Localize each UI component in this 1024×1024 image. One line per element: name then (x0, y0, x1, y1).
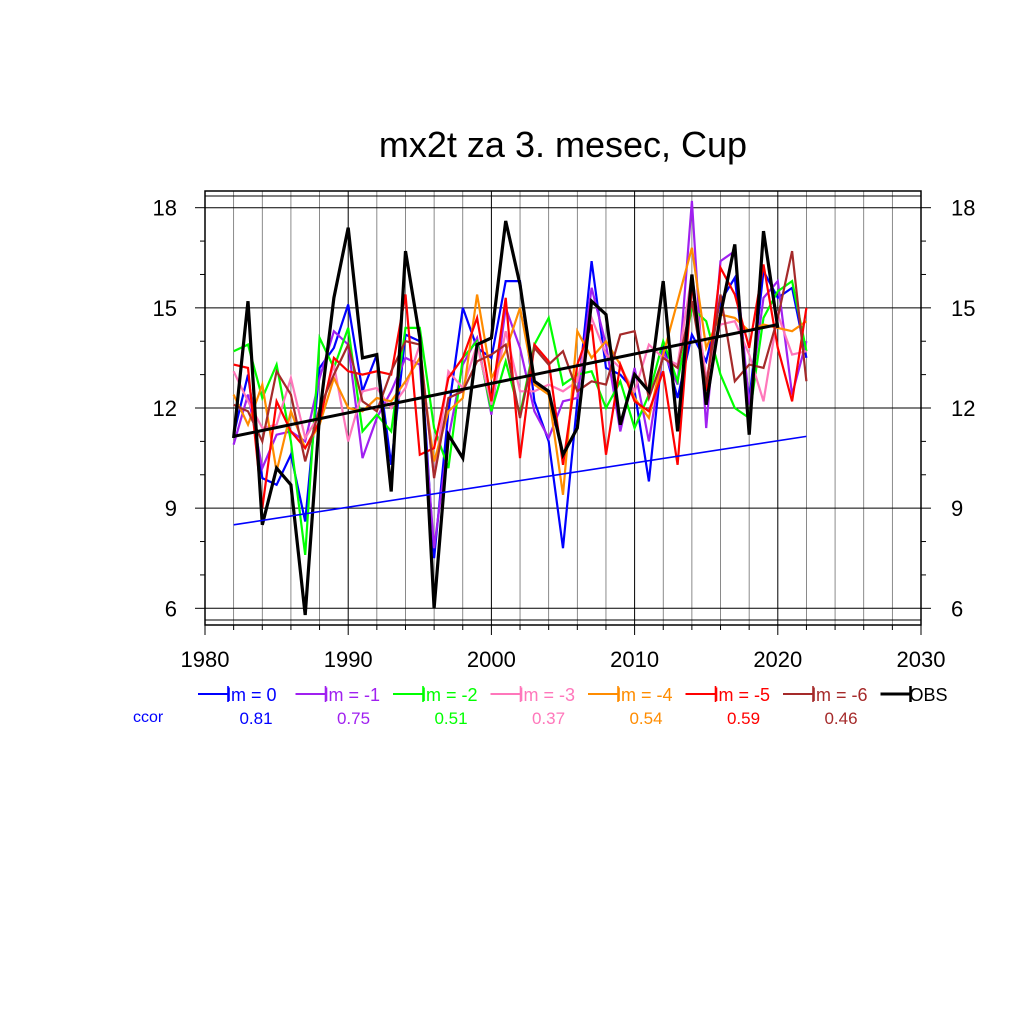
legend-label-lm-1: lm = -1 (325, 685, 381, 705)
legend-ccor-lm-2: 0.51 (434, 709, 467, 728)
x-tick-label: 2030 (897, 647, 946, 672)
x-tick-label: 1980 (181, 647, 230, 672)
y-tick-label-right: 9 (951, 496, 963, 521)
trend-lines (233, 323, 807, 526)
y-tick-label-left: 9 (165, 496, 177, 521)
trend-line-1 (233, 323, 779, 438)
y-tick-label-left: 6 (165, 596, 177, 621)
legend-label-lm-5: lm = -5 (715, 685, 771, 705)
y-tick-label-right: 12 (951, 396, 975, 421)
x-tick-label: 1990 (324, 647, 373, 672)
legend: ccor lm = 0 0.81 lm = -1 0.75 lm = -2 0.51 lm … (133, 685, 948, 728)
legend-ccor-lm-1: 0.75 (337, 709, 370, 728)
y-tick-label-left: 12 (153, 396, 177, 421)
series-line-lm-6 (233, 250, 808, 479)
trend-line-0 (233, 435, 807, 526)
x-tick-label: 2020 (753, 647, 802, 672)
legend-label-lm-3: lm = -3 (520, 685, 576, 705)
legend-label-lm-0: lm = 0 (227, 685, 277, 705)
legend-label-lm-6: lm = -6 (812, 685, 868, 705)
legend-ccor-lm-6: 0.46 (824, 709, 857, 728)
x-tick-label: 2000 (467, 647, 516, 672)
y-tick-label-left: 15 (153, 296, 177, 321)
legend-ccor-lm-5: 0.59 (727, 709, 760, 728)
chart-title: mx2t za 3. mesec, Cup (379, 124, 747, 165)
legend-label-lm-2: lm = -2 (422, 685, 478, 705)
ccor-label: ccor (133, 709, 164, 726)
legend-ccor-lm-4: 0.54 (629, 709, 662, 728)
y-tick-label-right: 18 (951, 196, 975, 221)
legend-ccor-lm-0: 0.81 (239, 709, 272, 728)
y-tick-label-left: 18 (153, 196, 177, 221)
legend-label-obs: OBS (910, 685, 948, 705)
legend-label-lm-4: lm = -4 (617, 685, 673, 705)
axes: 1980 1990 2000 2010 2020 2030 6 6 9 9 12 12 15 15 18 18 (153, 196, 976, 672)
series-line-obs (232, 220, 780, 616)
y-tick-label-right: 15 (951, 296, 975, 321)
legend-ccor-lm-3: 0.37 (532, 709, 565, 728)
series-group (232, 200, 808, 616)
x-tick-label: 2010 (610, 647, 659, 672)
y-tick-label-right: 6 (951, 596, 963, 621)
